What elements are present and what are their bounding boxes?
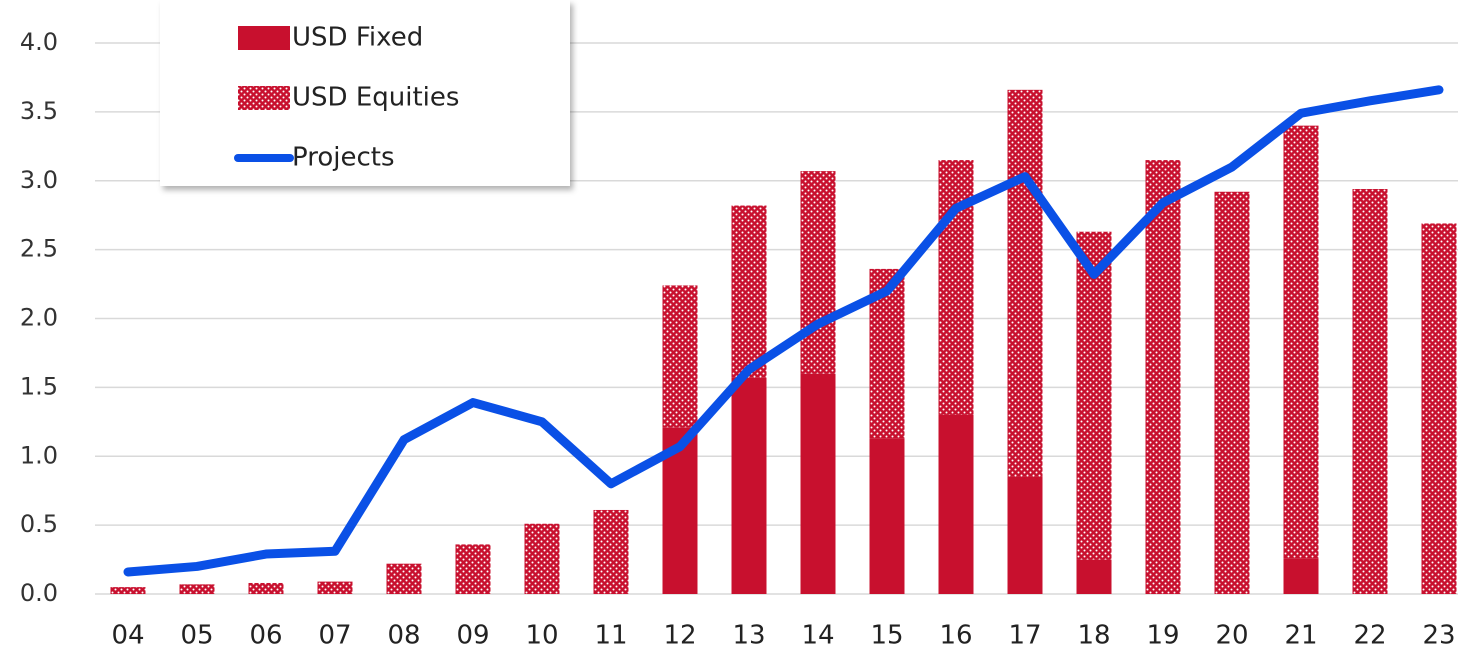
bar-segment bbox=[1145, 160, 1181, 594]
y-tick-label: 1.0 bbox=[20, 441, 58, 469]
y-tick-label: 4.0 bbox=[20, 28, 58, 56]
bar-segment bbox=[731, 377, 767, 594]
bar-segment bbox=[1076, 231, 1112, 560]
bar-segment bbox=[524, 523, 560, 594]
bar-segment bbox=[1076, 559, 1112, 594]
x-tick-label: 22 bbox=[1353, 621, 1386, 651]
bar-segment bbox=[1352, 189, 1388, 594]
bar-segment bbox=[1283, 558, 1319, 594]
bar-segment bbox=[662, 285, 698, 428]
bar-segment bbox=[1007, 476, 1043, 594]
x-tick-label: 11 bbox=[594, 621, 627, 651]
x-tick-label: 21 bbox=[1284, 621, 1317, 651]
bar-segment bbox=[1007, 89, 1043, 477]
bar-segment bbox=[1283, 125, 1319, 559]
x-tick-label: 10 bbox=[525, 621, 558, 651]
x-tick-label: 06 bbox=[249, 621, 282, 651]
legend-swatch bbox=[238, 86, 290, 110]
x-tick-label: 08 bbox=[387, 621, 420, 651]
y-tick-label: 3.0 bbox=[20, 166, 58, 194]
x-tick-label: 04 bbox=[111, 621, 144, 651]
bar-segment bbox=[110, 587, 146, 594]
x-tick-label: 17 bbox=[1008, 621, 1041, 651]
x-tick-label: 05 bbox=[180, 621, 213, 651]
bar-segment bbox=[593, 509, 629, 594]
bar-segment bbox=[731, 205, 767, 378]
legend-label: USD Equities bbox=[292, 83, 459, 113]
bar-segment bbox=[248, 582, 284, 594]
x-tick-label: 13 bbox=[732, 621, 765, 651]
bar-segment bbox=[455, 544, 491, 594]
bar-segment bbox=[317, 581, 353, 594]
y-tick-label: 0.0 bbox=[20, 579, 58, 607]
line-series bbox=[123, 85, 1444, 577]
x-tick-label: 20 bbox=[1215, 621, 1248, 651]
bar-segment bbox=[179, 584, 215, 594]
bar-segment bbox=[1214, 191, 1250, 594]
x-tick-label: 23 bbox=[1422, 621, 1455, 651]
legend-swatch bbox=[238, 26, 290, 50]
y-tick-label: 1.5 bbox=[20, 372, 58, 400]
bar-segment bbox=[938, 414, 974, 594]
x-tick-label: 18 bbox=[1077, 621, 1110, 651]
x-tick-label: 16 bbox=[939, 621, 972, 651]
bar-segment bbox=[869, 438, 905, 594]
x-tick-label: 19 bbox=[1146, 621, 1179, 651]
legend-label: Projects bbox=[292, 143, 395, 173]
bar-segment bbox=[386, 563, 422, 594]
y-tick-label: 0.5 bbox=[20, 510, 58, 538]
x-tick-label: 07 bbox=[318, 621, 351, 651]
x-tick-label: 15 bbox=[870, 621, 903, 651]
x-tick-label: 09 bbox=[456, 621, 489, 651]
y-tick-label: 2.5 bbox=[20, 235, 58, 263]
y-tick-label: 2.0 bbox=[20, 304, 58, 332]
legend: USD Fixed USD Equities Projects bbox=[160, 0, 570, 186]
x-tick-label: 12 bbox=[663, 621, 696, 651]
bar-segment bbox=[800, 171, 836, 374]
legend-label: USD Fixed bbox=[292, 23, 423, 53]
x-tick-label: 14 bbox=[801, 621, 834, 651]
bar-segment bbox=[1421, 223, 1457, 594]
bar-segment bbox=[800, 373, 836, 594]
legend-box bbox=[160, 0, 570, 186]
y-tick-label: 3.5 bbox=[20, 97, 58, 125]
